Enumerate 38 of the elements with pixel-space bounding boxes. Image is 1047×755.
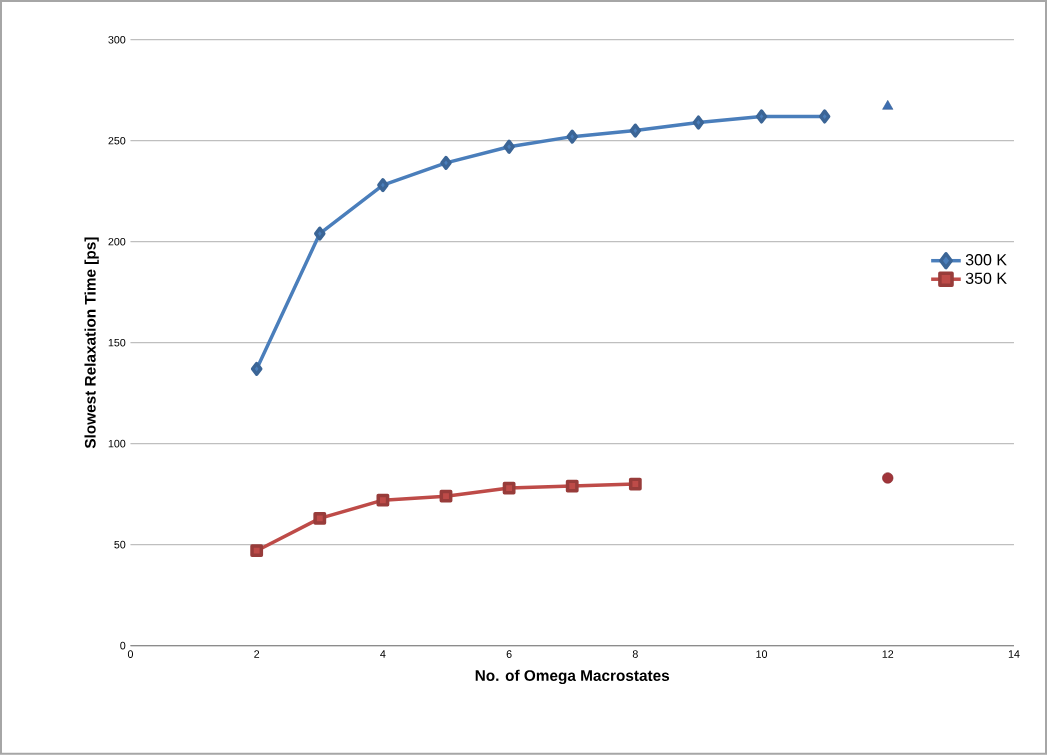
point: [882, 472, 894, 484]
point: [313, 512, 327, 525]
x-tick-label: 14: [1008, 650, 1020, 658]
point: [250, 544, 264, 558]
y-tick-label: 0: [120, 641, 126, 650]
x-tick-label: 0: [127, 650, 134, 659]
point: [566, 129, 578, 144]
point: [565, 479, 579, 493]
legend-label: 300 K: [965, 254, 1007, 266]
x-tick-label: 10: [756, 650, 768, 659]
point: [376, 493, 390, 507]
x-tick-label: 4: [380, 650, 386, 658]
point: [692, 115, 705, 130]
x-tick-label: 2: [254, 650, 260, 658]
x-tick-label: 8: [632, 650, 638, 659]
point: [250, 361, 263, 377]
point: [439, 489, 453, 503]
point: [502, 481, 516, 495]
x-tick-label: 6: [506, 650, 512, 659]
point: [628, 477, 642, 491]
y-tick-label: 250: [108, 137, 126, 145]
y-tick-label: 150: [108, 339, 126, 347]
point: [882, 100, 894, 110]
y-tick-label: 200: [108, 238, 126, 246]
point: [629, 123, 642, 138]
y-tick-label: 100: [108, 440, 126, 448]
y-tick-label: 50: [114, 540, 126, 549]
x-axis-title: No. of Omega Macrostates: [475, 669, 670, 685]
y-axis-title: Slowest Relaxation Time [ps]: [84, 237, 99, 449]
point: [377, 178, 389, 193]
x-tick-label: 12: [882, 650, 894, 658]
point: [440, 155, 452, 171]
y-tick-label: 300: [108, 36, 126, 44]
point: [503, 139, 515, 154]
point: [755, 109, 768, 124]
legend-label: 350 K: [965, 272, 1007, 285]
point: [314, 226, 326, 241]
point: [818, 109, 831, 124]
